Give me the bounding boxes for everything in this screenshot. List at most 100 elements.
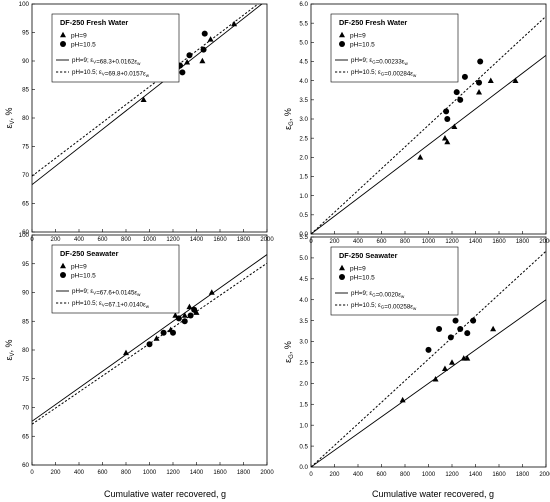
y-tick-label: 4.5	[299, 59, 308, 66]
chart-seawater-volume: 0 200 400 600 800 1000 1200 1400 1600 1800 2000 60 6…	[4, 232, 274, 476]
x-tick-label: 1400	[469, 472, 483, 478]
y-tick-label: 95	[22, 261, 29, 268]
fit-line	[32, 262, 267, 425]
fit-line	[32, 4, 259, 177]
fit-lines	[311, 250, 546, 467]
data-point	[170, 329, 176, 336]
y-tick-label: 2.0	[299, 381, 308, 388]
fit-line	[32, 254, 267, 422]
data-point	[443, 108, 450, 115]
y-tick-label: 3.0	[299, 116, 308, 123]
legend-label: pH=9	[350, 32, 366, 39]
data-point	[193, 309, 200, 315]
chart-title: DF-250 Fresh Water	[339, 18, 407, 27]
data-point	[447, 334, 454, 341]
y-tick-label: 4.0	[299, 78, 308, 85]
x-tick-label: 1400	[469, 239, 483, 245]
data-point	[457, 96, 464, 103]
y-tick-label: 1.0	[299, 422, 308, 429]
y-tick-label: 1.5	[299, 401, 308, 408]
legend-marker	[339, 31, 345, 38]
x-tick-label: 200	[50, 237, 61, 243]
y-tick-label: 2.0	[299, 155, 308, 162]
x-tick-label: 1200	[445, 472, 459, 478]
y-tick-label: 80	[22, 347, 29, 354]
x-tick-label: 200	[329, 239, 340, 245]
y-tick-label: 4.5	[299, 276, 308, 283]
chart-fresh-water-gas: 02004006008001000120014001600180020000.0…	[283, 1, 550, 245]
y-tick-label: 0.5	[299, 443, 308, 450]
data-point	[181, 312, 188, 318]
x-tick-label: 1800	[516, 239, 530, 245]
data-point	[200, 46, 207, 53]
x-tick-label: 400	[353, 472, 364, 478]
x-tick-label: 1400	[190, 470, 204, 476]
fit-lines	[32, 254, 267, 425]
data-point	[441, 365, 448, 372]
x-tick-label: 1600	[492, 239, 506, 245]
data-point	[186, 52, 193, 59]
legend-label: pH=10.5	[71, 272, 96, 279]
legend-equation: pH=10.5; εV=69.8+0.0157εw	[72, 69, 150, 78]
x-axis-label-left: Cumulative water recovered, g	[104, 489, 226, 499]
x-tick-label: 1000	[143, 237, 157, 243]
data-point	[452, 317, 459, 324]
data-point	[464, 355, 471, 361]
x-tick-label: 1200	[445, 239, 459, 245]
data-point	[191, 306, 198, 313]
data-point	[199, 57, 206, 64]
y-tick-label: 90	[22, 290, 29, 297]
data-point	[201, 30, 208, 37]
legend-marker	[60, 41, 66, 47]
y-tick-label: 3.5	[299, 97, 308, 104]
y-axis-label: εV, %	[4, 107, 16, 128]
legend-equation: pH=10.5; εV=67.1+0.0140εw	[72, 300, 150, 309]
data-point	[184, 58, 191, 65]
fit-line	[311, 250, 546, 467]
x-tick-label: 1600	[213, 237, 227, 243]
y-tick-label: 2.5	[299, 135, 308, 142]
legend-label: pH=9	[71, 263, 87, 270]
data-point	[461, 73, 468, 80]
legend-marker	[339, 41, 345, 47]
fit-lines	[311, 15, 546, 234]
y-tick-label: 0.5	[299, 212, 308, 219]
data-point	[187, 312, 194, 319]
x-tick-label: 1800	[516, 472, 530, 478]
y-tick-label: 65	[22, 201, 29, 208]
data-point	[487, 77, 494, 83]
chart-title: DF-250 Seawater	[339, 251, 398, 260]
y-tick-label: 70	[22, 405, 29, 412]
x-tick-label: 0	[30, 470, 34, 476]
x-tick-label: 2000	[539, 472, 550, 478]
x-axis-label-right: Cumulative water recovered, g	[372, 489, 494, 499]
y-tick-label: 85	[22, 87, 29, 94]
x-tick-label: 1000	[422, 239, 436, 245]
x-tick-label: 1000	[422, 472, 436, 478]
legend-box	[51, 13, 180, 83]
y-tick-label: 100	[19, 232, 30, 239]
data-point	[464, 330, 471, 337]
data-point	[441, 134, 448, 141]
x-tick-label: 1200	[166, 237, 180, 243]
data-point	[425, 346, 432, 353]
data-point	[453, 89, 460, 96]
chart-title: DF-250 Fresh Water	[60, 18, 128, 27]
legend-box	[51, 244, 180, 314]
chart-seawater-gas: 0 200 400 600 800 1000 1200 1400 1600 1800 2000 0.0…	[283, 234, 550, 478]
x-tick-label: 2000	[539, 239, 550, 245]
legend-equation: pH=9; εV=67.6+0.0145εw	[72, 288, 141, 297]
data-point	[160, 329, 167, 336]
y-axis-label: εG, %	[283, 108, 295, 130]
fit-line	[311, 55, 546, 234]
x-tick-label: 400	[74, 470, 85, 476]
x-tick-label: 600	[97, 470, 108, 476]
x-tick-label: 600	[97, 237, 108, 243]
y-tick-label: 75	[22, 144, 29, 151]
legend-marker	[60, 31, 66, 38]
fit-line	[311, 15, 546, 234]
legend-box	[330, 246, 459, 316]
chart-title: DF-250 Seawater	[60, 249, 119, 258]
data-point	[153, 335, 160, 341]
legend-equation: pH=10.5; εG=0.00258εw	[351, 302, 417, 311]
